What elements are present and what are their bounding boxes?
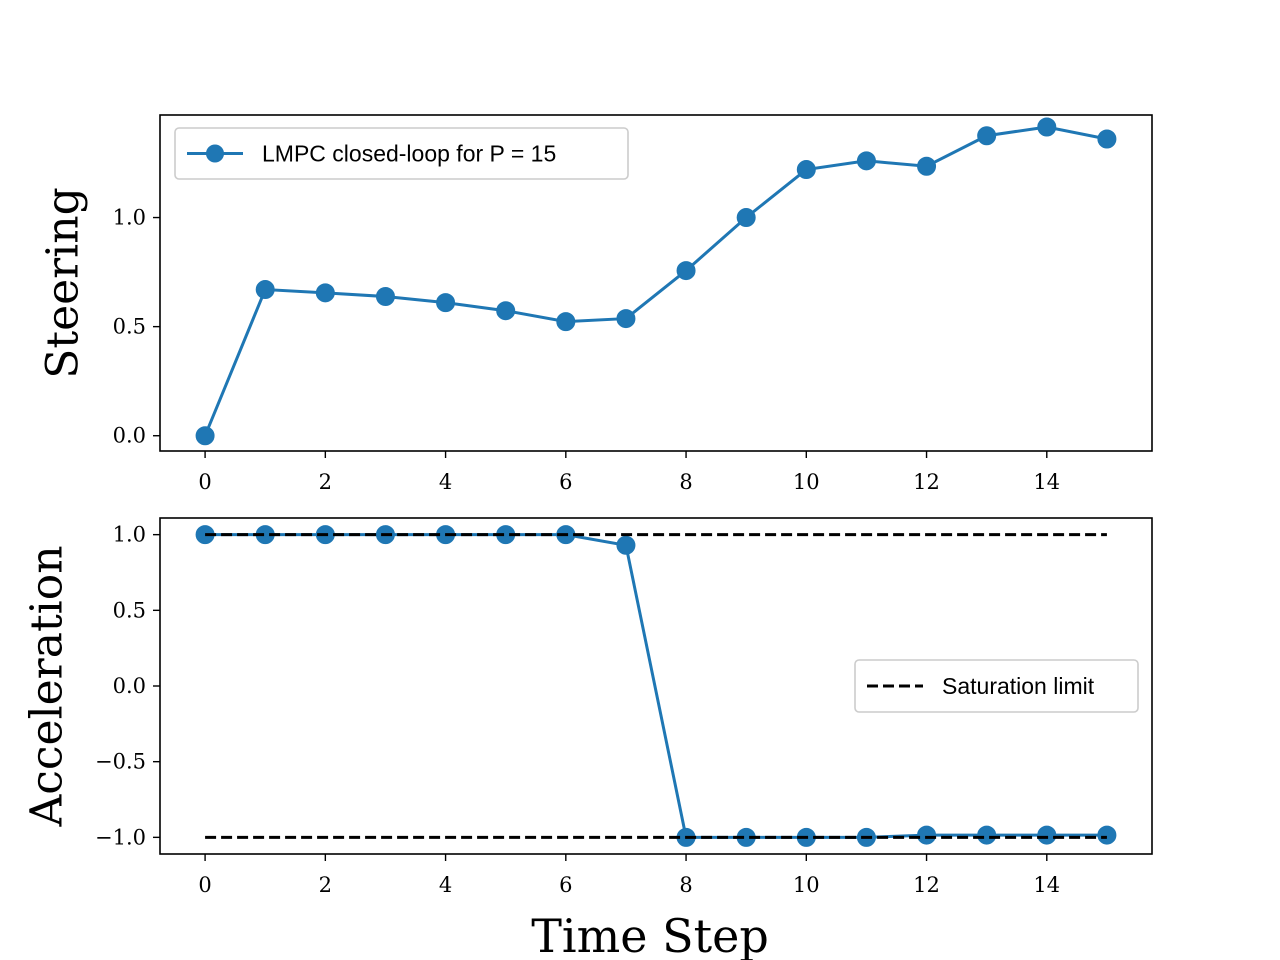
y-tick-label: 0.0 <box>113 674 146 698</box>
legend-marker-swatch <box>206 144 224 163</box>
y-tick-label: −1.0 <box>95 825 146 849</box>
x-axis-label: Time Step <box>531 909 769 960</box>
data-point <box>195 426 215 446</box>
x-tick-label: 10 <box>793 873 820 897</box>
data-point <box>436 293 456 313</box>
data-point <box>856 151 876 171</box>
subplot-1: 0 2 4 6 8 10 12 14 0.0 0.5 1.0 Steering LMPC closed-… <box>38 114 1153 494</box>
x-tick-label: 14 <box>1033 470 1060 494</box>
data-point <box>1037 825 1057 845</box>
data-point <box>1097 129 1117 149</box>
x-tick-label: 2 <box>319 470 332 494</box>
legend-label: Saturation limit <box>942 673 1095 699</box>
y-tick-label: 1.0 <box>113 206 146 230</box>
legend: Saturation limit <box>854 659 1139 713</box>
y-tick-label: 0.5 <box>113 598 146 622</box>
subplot-2: 0 2 4 6 8 10 12 14 −1.0 −0.5 0.0 0.5 1.0 Acceleration… <box>22 517 1153 960</box>
x-tick-label: 12 <box>913 470 940 494</box>
series-line <box>203 125 1108 437</box>
y-axis-label: Acceleration <box>22 545 73 827</box>
data-point <box>796 160 816 180</box>
data-point <box>255 280 275 300</box>
legend-label: LMPC closed-loop for P = 15 <box>262 141 556 167</box>
x-tick-label: 4 <box>439 873 452 897</box>
legend-box <box>174 127 629 180</box>
x-tick-label: 6 <box>559 873 572 897</box>
axes-frame <box>159 114 1153 452</box>
data-point <box>1097 825 1117 845</box>
data-point <box>977 126 997 146</box>
x-tick-label: 4 <box>439 470 452 494</box>
x-tick-label: 0 <box>198 470 211 494</box>
data-point <box>315 283 335 303</box>
y-tick-label: −0.5 <box>95 750 146 774</box>
data-point <box>977 825 997 845</box>
data-point <box>616 535 636 555</box>
x-tick-label: 6 <box>559 470 572 494</box>
y-tick-label: 0.0 <box>113 424 146 448</box>
legend-box <box>854 659 1139 713</box>
x-tick-label: 8 <box>679 470 692 494</box>
x-tick-label: 8 <box>679 873 692 897</box>
data-point <box>1037 117 1057 137</box>
data-point <box>375 287 395 307</box>
x-tick-label: 0 <box>198 873 211 897</box>
x-tick-label: 2 <box>319 873 332 897</box>
x-tick-label: 14 <box>1033 873 1060 897</box>
x-tick-label: 12 <box>913 873 940 897</box>
data-point <box>496 301 516 321</box>
data-point <box>917 156 937 176</box>
data-point <box>736 208 756 228</box>
y-tick-label: 0.5 <box>113 315 146 339</box>
y-axis-label: Steering <box>38 187 89 379</box>
legend: LMPC closed-loop for P = 15 <box>174 127 629 180</box>
y-tick-label: 1.0 <box>113 523 146 547</box>
data-point <box>676 261 696 281</box>
x-tick-label: 10 <box>793 470 820 494</box>
data-point <box>556 312 576 332</box>
data-point <box>917 825 937 845</box>
data-point <box>616 309 636 329</box>
